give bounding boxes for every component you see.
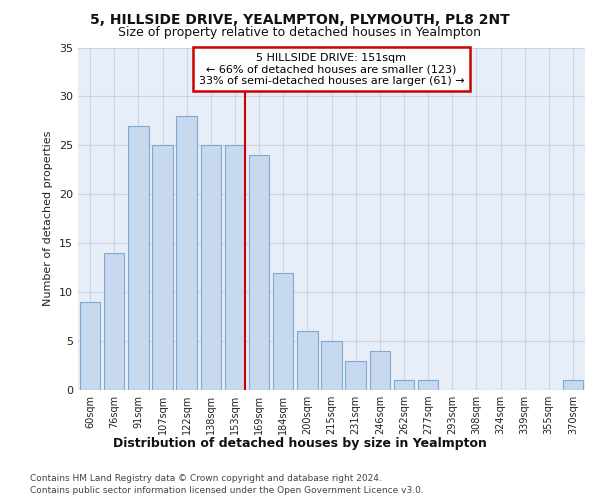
Y-axis label: Number of detached properties: Number of detached properties <box>43 131 53 306</box>
Bar <box>200 146 221 390</box>
Bar <box>370 351 390 390</box>
Text: Contains public sector information licensed under the Open Government Licence v3: Contains public sector information licen… <box>30 486 424 495</box>
Text: 5, HILLSIDE DRIVE, YEALMPTON, PLYMOUTH, PL8 2NT: 5, HILLSIDE DRIVE, YEALMPTON, PLYMOUTH, … <box>90 12 510 26</box>
Bar <box>104 253 124 390</box>
Text: Size of property relative to detached houses in Yealmpton: Size of property relative to detached ho… <box>119 26 482 39</box>
Bar <box>418 380 439 390</box>
Bar <box>273 272 293 390</box>
Bar <box>563 380 583 390</box>
Bar <box>394 380 414 390</box>
Bar <box>176 116 197 390</box>
Bar <box>128 126 149 390</box>
Bar <box>297 332 317 390</box>
Bar <box>152 146 173 390</box>
Bar <box>346 360 366 390</box>
Text: 5 HILLSIDE DRIVE: 151sqm
← 66% of detached houses are smaller (123)
33% of semi-: 5 HILLSIDE DRIVE: 151sqm ← 66% of detach… <box>199 52 464 86</box>
Bar <box>321 341 342 390</box>
Bar <box>224 146 245 390</box>
Text: Contains HM Land Registry data © Crown copyright and database right 2024.: Contains HM Land Registry data © Crown c… <box>30 474 382 483</box>
Bar <box>249 155 269 390</box>
Text: Distribution of detached houses by size in Yealmpton: Distribution of detached houses by size … <box>113 438 487 450</box>
Bar <box>80 302 100 390</box>
